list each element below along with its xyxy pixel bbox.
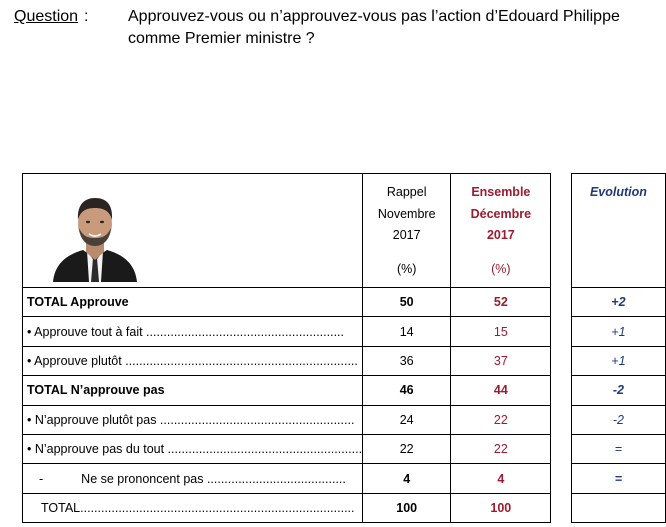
row-dec: 52 — [450, 286, 552, 318]
row-label: • N’approuve plutôt pas ................… — [21, 404, 364, 435]
question-colon: : — [84, 8, 89, 25]
table-row: TOTAL...................................… — [21, 492, 666, 524]
question-text: Approuvez-vous ou n’approuvez-vous pas l… — [128, 8, 620, 47]
nov-line2: Novembre — [377, 206, 436, 221]
header-evolution: Evolution — [570, 173, 666, 288]
header-december: Ensemble Décembre 2017 (%) — [450, 173, 552, 288]
dec-line3: 2017 — [486, 228, 515, 242]
row-label: Ne se prononcent pas ...................… — [81, 471, 346, 486]
row-evo: -2 — [570, 375, 666, 406]
table-row: • N’approuve pas du tout ...............… — [21, 433, 666, 465]
row-label: • N’approuve pas du tout ...............… — [21, 433, 364, 465]
row-dash: - — [39, 471, 44, 486]
row-evo: +2 — [570, 286, 666, 318]
row-dec: 15 — [450, 316, 552, 347]
row-label: TOTAL N’approuve pas — [21, 375, 364, 406]
column-gap — [551, 174, 572, 288]
row-dec: 100 — [450, 492, 552, 524]
row-evo — [570, 492, 666, 524]
nov-line1: Rappel — [386, 185, 427, 199]
row-nov: 36 — [362, 345, 452, 377]
row-label: TOTAL...................................… — [21, 492, 364, 524]
row-nov: 4 — [362, 463, 452, 494]
row-label: TOTAL Approuve — [21, 286, 364, 318]
results-table: Rappel Novembre 2017 (%) Ensemble Décemb… — [21, 173, 666, 524]
row-nov: 46 — [362, 375, 452, 406]
nov-unit: (%) — [396, 261, 417, 276]
row-dec: 22 — [450, 433, 552, 465]
row-evo: -2 — [570, 404, 666, 435]
row-evo: = — [570, 433, 666, 465]
row-dec: 4 — [450, 463, 552, 494]
row-nov: 50 — [362, 286, 452, 318]
row-nov: 24 — [362, 404, 452, 435]
row-nov: 14 — [362, 316, 452, 347]
table-row: - Ne se prononcent pas ..................… — [21, 463, 666, 494]
table-row: • N’approuve plutôt pas ................… — [21, 404, 666, 435]
table-header-row: Rappel Novembre 2017 (%) Ensemble Décemb… — [21, 173, 666, 288]
row-label: • Approuve tout à fait .................… — [21, 316, 364, 347]
row-evo: +1 — [570, 316, 666, 347]
row-dec: 44 — [450, 375, 552, 406]
dec-line2: Décembre — [470, 206, 532, 221]
row-nov: 22 — [362, 433, 452, 465]
row-evo: +1 — [570, 345, 666, 377]
row-label: • Approuve plutôt ......................… — [21, 345, 364, 377]
row-label-cell: - Ne se prononcent pas ..................… — [21, 463, 364, 494]
portrait-photo — [49, 184, 141, 282]
dec-line1: Ensemble — [471, 185, 531, 199]
row-dec: 37 — [450, 345, 552, 377]
question-label: Question — [14, 8, 79, 25]
evolution-title: Evolution — [589, 185, 647, 199]
table-row: TOTAL Approuve 50 52 +2 — [21, 286, 666, 318]
photo-cell — [21, 173, 364, 288]
table-row: • Approuve plutôt ......................… — [21, 345, 666, 377]
table-row: TOTAL N’approuve pas 46 44 -2 — [21, 375, 666, 406]
header-november: Rappel Novembre 2017 (%) — [362, 173, 452, 288]
table-row: • Approuve tout à fait .................… — [21, 316, 666, 347]
row-nov: 100 — [362, 492, 452, 524]
nov-line3: 2017 — [392, 228, 421, 242]
row-dec: 22 — [450, 404, 552, 435]
row-evo: = — [570, 463, 666, 494]
dec-unit: (%) — [491, 261, 511, 276]
